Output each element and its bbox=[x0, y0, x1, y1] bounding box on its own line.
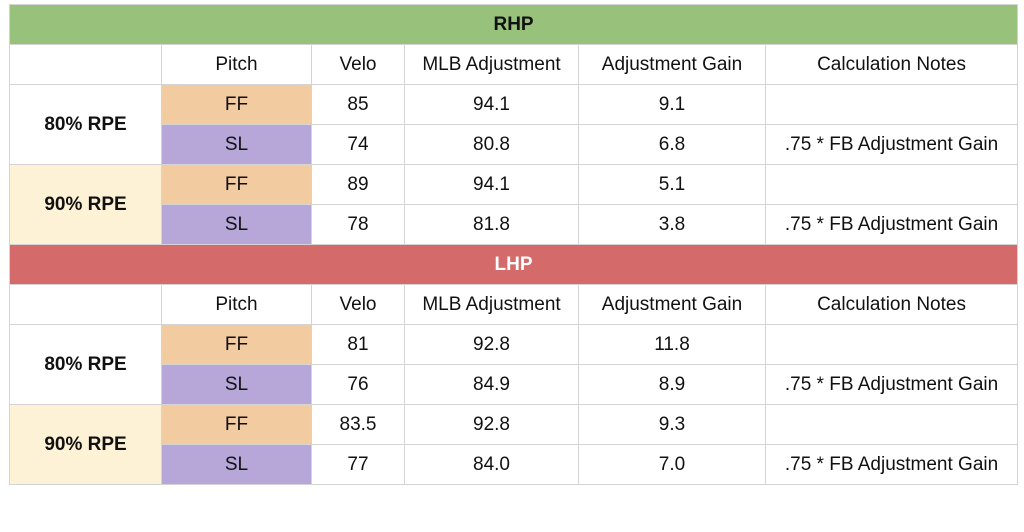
header-calculation-notes: Calculation Notes bbox=[764, 284, 1019, 325]
pitch-cell: FF bbox=[161, 164, 312, 205]
header-adjustment-gain: Adjustment Gain bbox=[578, 284, 766, 325]
table-row: SL 78 81.8 3.8 .75 * FB Adjustment Gain bbox=[10, 204, 1019, 245]
notes-cell bbox=[764, 324, 1019, 365]
header-spacer bbox=[9, 284, 162, 325]
header-pitch: Pitch bbox=[161, 44, 312, 85]
table-row: 80% RPE FF 81 92.8 11.8 bbox=[9, 324, 1019, 405]
pitch-cell: SL bbox=[161, 444, 312, 485]
notes-cell bbox=[764, 84, 1019, 125]
mlb-cell: 80.8 bbox=[404, 124, 579, 165]
section-banner-row: LHP bbox=[8, 244, 1019, 285]
gain-cell: 5.1 bbox=[578, 164, 766, 205]
header-row: Pitch Velo MLB Adjustment Adjustment Gai… bbox=[9, 44, 1019, 85]
velo-cell: 78 bbox=[311, 204, 405, 245]
header-adjustment-gain: Adjustment Gain bbox=[578, 44, 766, 85]
mlb-cell: 94.1 bbox=[404, 84, 579, 125]
table-row: SL 74 80.8 6.8 .75 * FB Adjustment Gain bbox=[10, 124, 1019, 165]
gain-cell: 9.1 bbox=[578, 84, 766, 125]
section-banner-row: RHP bbox=[8, 4, 1019, 45]
notes-cell bbox=[764, 164, 1019, 205]
velo-cell: 85 bbox=[311, 84, 405, 125]
table-row: SL 76 84.9 8.9 .75 * FB Adjustment Gain bbox=[10, 364, 1019, 405]
velo-cell: 89 bbox=[311, 164, 405, 205]
pitch-cell: SL bbox=[161, 124, 312, 165]
header-calculation-notes: Calculation Notes bbox=[764, 44, 1019, 85]
rpe-label: 80% RPE bbox=[9, 324, 162, 405]
mlb-cell: 84.0 bbox=[404, 444, 579, 485]
table-row: 90% RPE FF 83.5 92.8 9.3 bbox=[9, 404, 1019, 485]
table-row: 80% RPE FF 85 94.1 9.1 bbox=[9, 84, 1019, 165]
gain-cell: 11.8 bbox=[578, 324, 766, 365]
notes-cell: .75 * FB Adjustment Gain bbox=[764, 204, 1019, 245]
velo-cell: 83.5 bbox=[311, 404, 405, 445]
table-row: 90% RPE FF 89 94.1 5.1 bbox=[9, 164, 1019, 245]
mlb-cell: 94.1 bbox=[404, 164, 579, 205]
mlb-cell: 81.8 bbox=[404, 204, 579, 245]
pitch-cell: FF bbox=[161, 404, 312, 445]
gain-cell: 8.9 bbox=[578, 364, 766, 405]
table-row: SL 77 84.0 7.0 .75 * FB Adjustment Gain bbox=[10, 444, 1019, 485]
velo-cell: 81 bbox=[311, 324, 405, 365]
mlb-cell: 92.8 bbox=[404, 324, 579, 365]
header-mlb-adjustment: MLB Adjustment bbox=[404, 284, 579, 325]
rpe-label: 80% RPE bbox=[9, 84, 162, 165]
notes-cell bbox=[764, 404, 1019, 445]
header-velo: Velo bbox=[311, 44, 405, 85]
mlb-cell: 84.9 bbox=[404, 364, 579, 405]
mlb-cell: 92.8 bbox=[404, 404, 579, 445]
velo-cell: 74 bbox=[311, 124, 405, 165]
gain-cell: 9.3 bbox=[578, 404, 766, 445]
pitch-cell: SL bbox=[161, 364, 312, 405]
section-title-rhp: RHP bbox=[8, 4, 1019, 45]
rpe-label: 90% RPE bbox=[9, 164, 162, 245]
pitch-cell: FF bbox=[161, 324, 312, 365]
velo-cell: 76 bbox=[311, 364, 405, 405]
header-spacer bbox=[9, 44, 162, 85]
rpe-label: 90% RPE bbox=[9, 404, 162, 485]
notes-cell: .75 * FB Adjustment Gain bbox=[764, 444, 1019, 485]
gain-cell: 3.8 bbox=[578, 204, 766, 245]
pitch-cell: FF bbox=[161, 84, 312, 125]
header-row: Pitch Velo MLB Adjustment Adjustment Gai… bbox=[9, 284, 1019, 325]
velo-cell: 77 bbox=[311, 444, 405, 485]
gain-cell: 7.0 bbox=[578, 444, 766, 485]
section-title-lhp: LHP bbox=[8, 244, 1019, 285]
header-pitch: Pitch bbox=[161, 284, 312, 325]
notes-cell: .75 * FB Adjustment Gain bbox=[764, 124, 1019, 165]
gain-cell: 6.8 bbox=[578, 124, 766, 165]
pitch-adjustment-table: RHP Pitch Velo MLB Adjustment Adjustment… bbox=[8, 4, 1019, 485]
notes-cell: .75 * FB Adjustment Gain bbox=[764, 364, 1019, 405]
header-velo: Velo bbox=[311, 284, 405, 325]
pitch-cell: SL bbox=[161, 204, 312, 245]
header-mlb-adjustment: MLB Adjustment bbox=[404, 44, 579, 85]
